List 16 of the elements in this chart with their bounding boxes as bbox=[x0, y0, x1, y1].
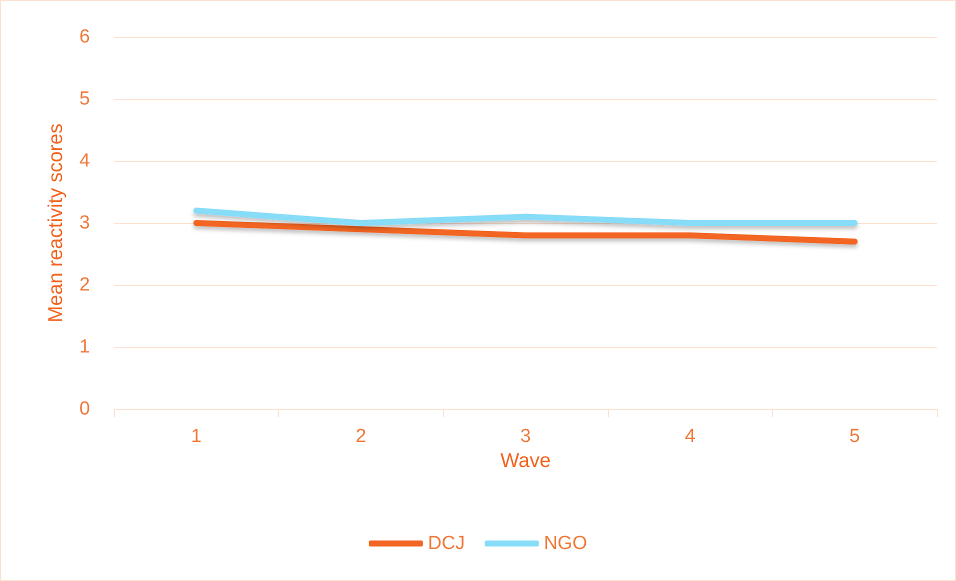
y-tick-label: 4 bbox=[79, 150, 90, 172]
y-axis-title: Mean reactivity scores bbox=[45, 124, 67, 322]
y-tick-label: 3 bbox=[79, 212, 90, 234]
x-tick-label: 5 bbox=[849, 426, 860, 447]
y-tick-label: 0 bbox=[79, 398, 90, 420]
y-tick-label: 1 bbox=[79, 336, 90, 358]
y-tick-label: 2 bbox=[79, 274, 90, 296]
y-tick-label: 5 bbox=[79, 88, 90, 110]
x-axis-title: Wave bbox=[500, 450, 551, 472]
x-tick-label: 2 bbox=[356, 426, 366, 447]
x-tick-label: 3 bbox=[520, 426, 531, 447]
x-tick-label: 1 bbox=[191, 426, 202, 447]
x-tick-label: 4 bbox=[684, 426, 696, 447]
y-tick-label: 6 bbox=[79, 26, 90, 48]
legend-label: NGO bbox=[544, 533, 588, 554]
legend-label: DCJ bbox=[428, 533, 465, 554]
